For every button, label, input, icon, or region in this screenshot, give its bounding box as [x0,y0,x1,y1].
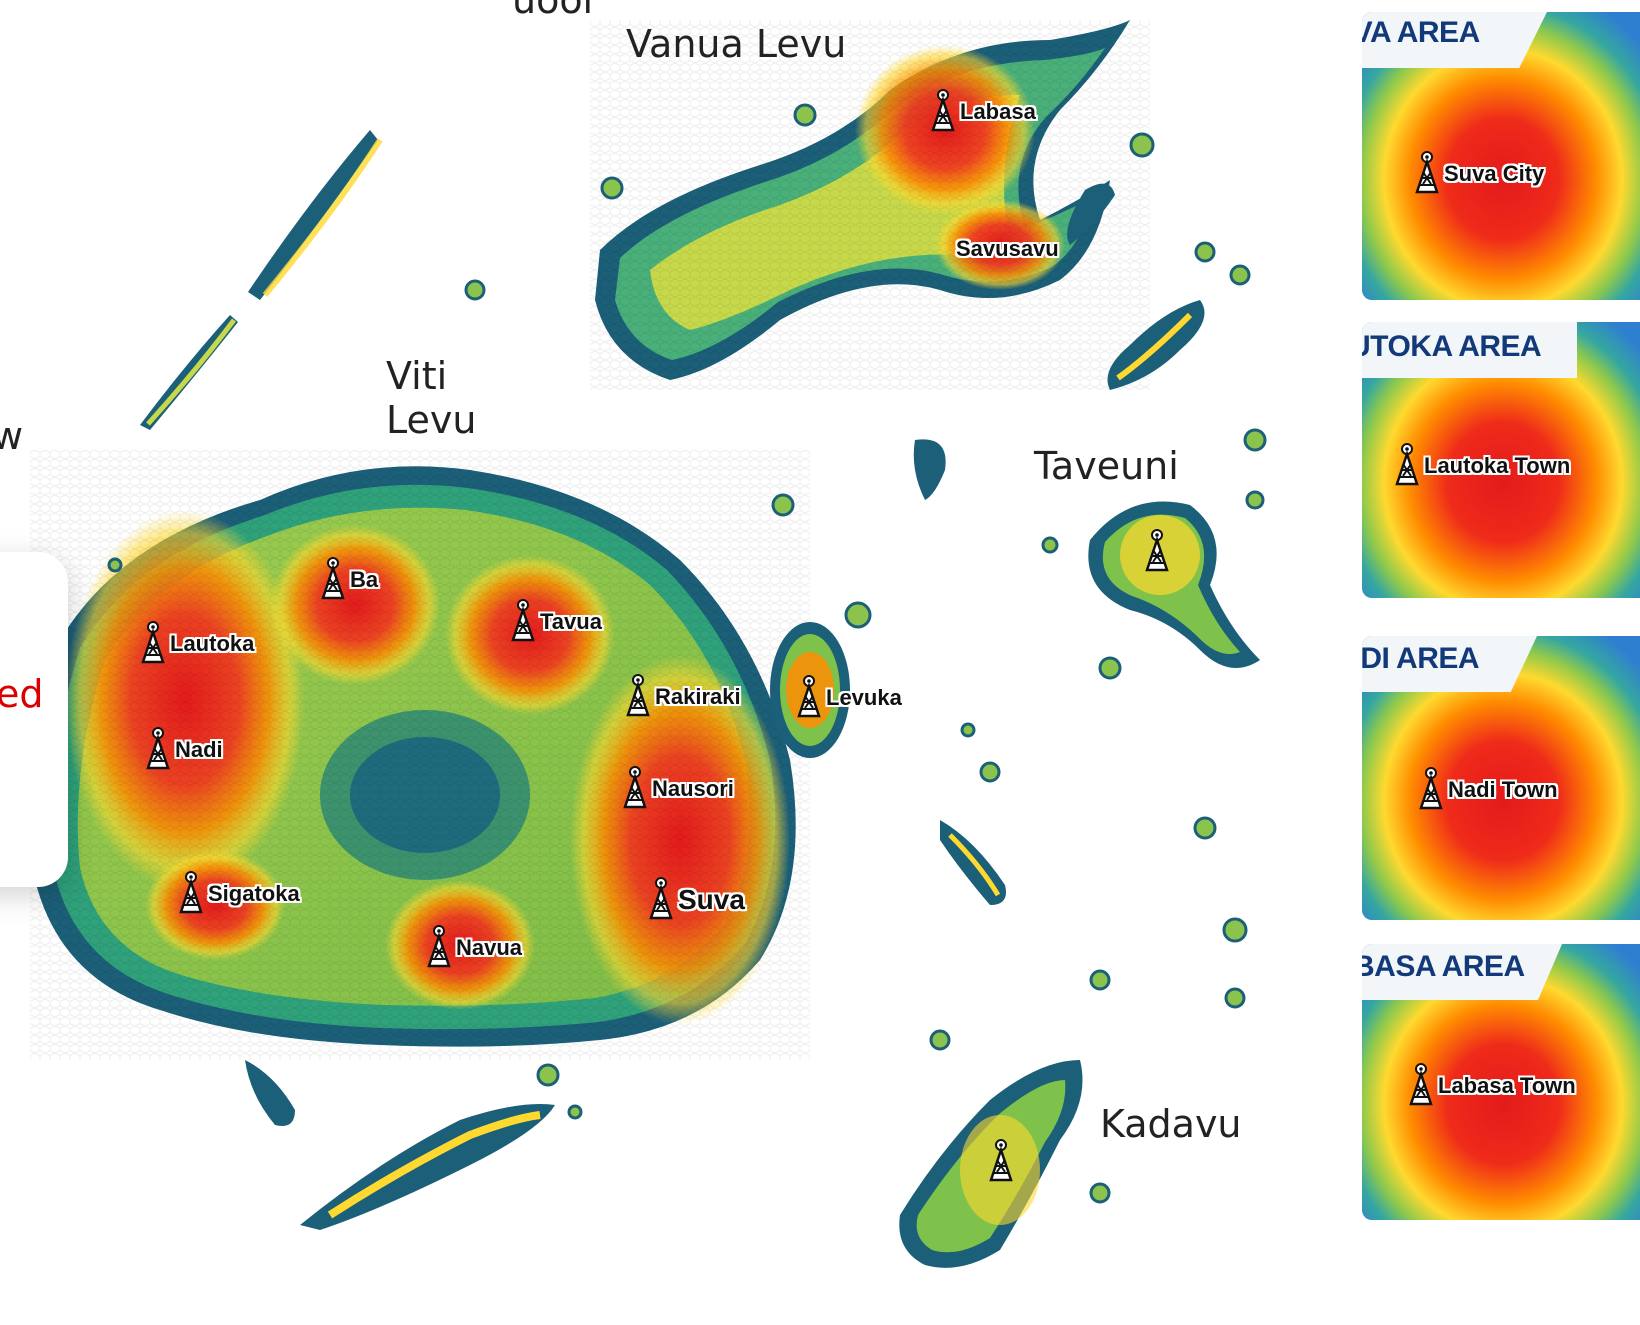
site-label: Tavua [540,609,602,634]
islet-dots [107,103,1267,1204]
inset-title-bg [1362,12,1547,68]
cell-tower-icon [796,674,822,722]
cell-tower-icon [426,924,452,972]
site-marker-navua[interactable]: Navua [426,924,522,972]
inset-site-label: Suva City [1444,161,1545,186]
site-label: Levuka [826,685,902,710]
site-marker-ba[interactable]: Ba [320,556,378,604]
site-label: Labasa [960,99,1036,124]
site-marker-levuka[interactable]: Levuka [796,674,902,722]
site-marker-taveuni[interactable] [1144,528,1170,576]
inset-title: SUVA AREA [1362,16,1480,49]
cell-tower-icon [1414,150,1440,198]
inset-site-marker: Suva City [1414,150,1544,198]
clipped-text-fragment: w [0,414,24,458]
site-marker-savusavu[interactable]: Savusavu [956,236,1059,262]
site-marker-nausori[interactable]: Nausori [622,765,734,813]
cell-tower-icon [930,88,956,136]
site-marker-rakiraki[interactable]: Rakiraki [625,673,741,721]
inset-site-label: Nadi Town [1448,777,1558,802]
clipped-info-card [0,552,68,887]
site-label: Ba [350,567,379,592]
cell-tower-icon [320,556,346,604]
inset-title: NADI AREA [1362,642,1480,675]
inset-site-marker: Lautoka Town [1394,442,1570,490]
site-marker-kadavu[interactable] [988,1138,1014,1186]
inset-site-marker: Labasa Town [1408,1062,1576,1110]
site-label: Navua [456,935,523,960]
cell-tower-icon [1394,442,1420,490]
island-label-viti-levu-line1: Viti [386,354,448,398]
site-marker-nadi[interactable]: Nadi [145,726,223,774]
cell-tower-icon [510,598,536,646]
site-label: Nadi [175,737,223,762]
small-islands [140,130,1205,1230]
site-marker-labasa[interactable]: Labasa [930,88,1036,136]
inset-site-label: Labasa Town [1438,1073,1576,1098]
cell-tower-icon [145,726,171,774]
inset-site-label: Lautoka Town [1424,453,1571,478]
cell-tower-icon [1418,766,1444,814]
site-label: Nausori [652,776,734,801]
site-label: Savusavu [956,236,1059,261]
inset-panel-lautoka[interactable]: LAUTOKA AREA Lautoka Town [1362,322,1640,598]
inset-title: LAUTOKA AREA [1362,330,1542,363]
cell-tower-icon [1408,1062,1434,1110]
site-marker-sigatoka[interactable]: Sigatoka [178,870,300,918]
inset-title-bg [1362,944,1562,1000]
cell-tower-icon [140,620,166,668]
clipped-card-text: ed [0,672,44,716]
inset-panel-suva[interactable]: SUVA AREA Suva City [1362,12,1640,300]
cell-tower-icon [622,765,648,813]
site-marker-tavua[interactable]: Tavua [510,598,602,646]
island-label-kadavu: Kadavu [1100,1102,1242,1146]
inset-title: LABASA AREA [1362,950,1525,983]
inset-title-bg [1362,322,1577,378]
site-label: Sigatoka [208,881,300,906]
inset-panel-labasa[interactable]: LABASA AREA Labasa Town [1362,944,1640,1220]
inset-panel-nadi[interactable]: NADI AREA Nadi Town [1362,636,1640,920]
cell-tower-icon [178,870,204,918]
inset-site-marker: Nadi Town [1418,766,1558,814]
cell-tower-icon [648,876,674,924]
cell-tower-icon [988,1138,1014,1186]
clipped-title-fragment: uoor [512,0,599,22]
taveuni-island [1088,501,1260,668]
site-marker-suva[interactable]: Suva [648,876,745,924]
island-label-taveuni: Taveuni [1034,444,1179,488]
cell-tower-icon [1144,528,1170,576]
site-label: Lautoka [170,631,255,656]
site-marker-lautoka[interactable]: Lautoka [140,620,254,668]
inset-title-bg [1362,636,1537,692]
site-label: Suva [678,884,745,915]
cell-tower-icon [625,673,651,721]
island-label-viti-levu-line2: Levu [386,398,477,442]
kadavu-island [899,1060,1083,1268]
island-label-vanua-levu: Vanua Levu [626,22,847,66]
vanua-levu-island [590,20,1150,390]
site-label: Rakiraki [655,684,741,709]
viti-levu-island [30,450,810,1060]
